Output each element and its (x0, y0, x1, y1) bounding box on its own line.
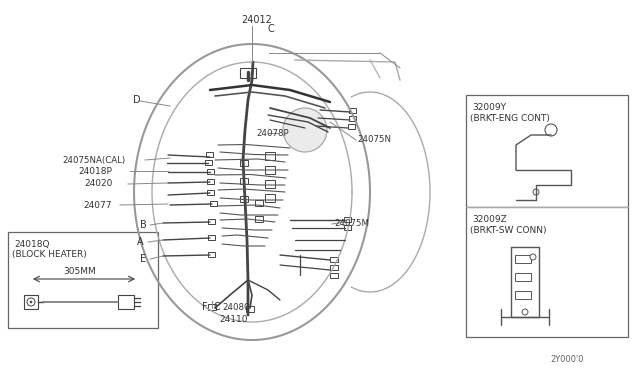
Bar (208, 252, 215, 257)
Text: E: E (140, 254, 146, 264)
Bar (265, 180, 275, 188)
Text: 24075N: 24075N (357, 135, 391, 144)
Bar (207, 179, 214, 184)
Bar (349, 116, 356, 121)
Bar (207, 169, 214, 174)
Bar (210, 201, 217, 206)
Text: (BLOCK HEATER): (BLOCK HEATER) (12, 250, 87, 260)
Text: 32009Y: 32009Y (472, 103, 506, 112)
Text: 24018Q: 24018Q (14, 240, 49, 248)
Text: 24080: 24080 (222, 302, 250, 311)
Text: 24012: 24012 (241, 15, 272, 25)
Text: 24110: 24110 (219, 315, 248, 324)
Bar (255, 200, 263, 206)
Bar (265, 152, 275, 160)
Text: F: F (202, 302, 207, 312)
Bar (330, 257, 338, 262)
Bar (240, 68, 256, 78)
Text: D: D (133, 95, 141, 105)
Bar (466, 207, 628, 337)
Bar (348, 124, 355, 129)
Bar (515, 255, 531, 263)
Bar (515, 291, 531, 299)
Bar (344, 217, 351, 222)
Text: 24018P: 24018P (78, 167, 112, 176)
Bar (118, 295, 134, 309)
Bar (466, 95, 628, 207)
Bar (349, 108, 356, 113)
Text: 32009Z: 32009Z (472, 215, 507, 224)
Bar (205, 160, 212, 165)
Text: (BRKT-SW CONN): (BRKT-SW CONN) (470, 227, 547, 235)
Bar (240, 196, 248, 202)
Text: 24078P: 24078P (256, 128, 289, 138)
Circle shape (545, 124, 557, 136)
Text: 24020: 24020 (84, 180, 113, 189)
Text: (BRKT-ENG CONT): (BRKT-ENG CONT) (470, 115, 550, 124)
Bar (208, 304, 216, 310)
Circle shape (30, 301, 32, 303)
Text: 24077: 24077 (83, 201, 111, 209)
Bar (344, 225, 351, 230)
Bar (8, 232, 158, 328)
Circle shape (283, 108, 327, 152)
Bar (515, 273, 531, 281)
Text: A: A (137, 237, 143, 247)
Bar (330, 265, 338, 270)
Circle shape (27, 298, 35, 306)
Text: 305MM: 305MM (63, 267, 96, 276)
Bar (208, 235, 215, 240)
Text: 2Y000'0: 2Y000'0 (550, 356, 584, 365)
Bar (208, 219, 215, 224)
Bar (265, 166, 275, 174)
Text: 24075M: 24075M (334, 219, 369, 228)
Text: 24075NA(CAL): 24075NA(CAL) (62, 155, 125, 164)
Bar (255, 216, 263, 222)
Circle shape (522, 309, 528, 315)
Bar (207, 190, 214, 195)
Text: C: C (213, 302, 220, 312)
Bar (24, 295, 38, 309)
Circle shape (530, 254, 536, 260)
Bar (246, 306, 254, 312)
Bar (206, 152, 213, 157)
Circle shape (533, 189, 539, 195)
Bar (330, 273, 338, 278)
Bar (265, 194, 275, 202)
Text: C: C (268, 24, 275, 34)
Bar (240, 178, 248, 184)
Text: B: B (140, 220, 147, 230)
Bar (240, 160, 248, 166)
